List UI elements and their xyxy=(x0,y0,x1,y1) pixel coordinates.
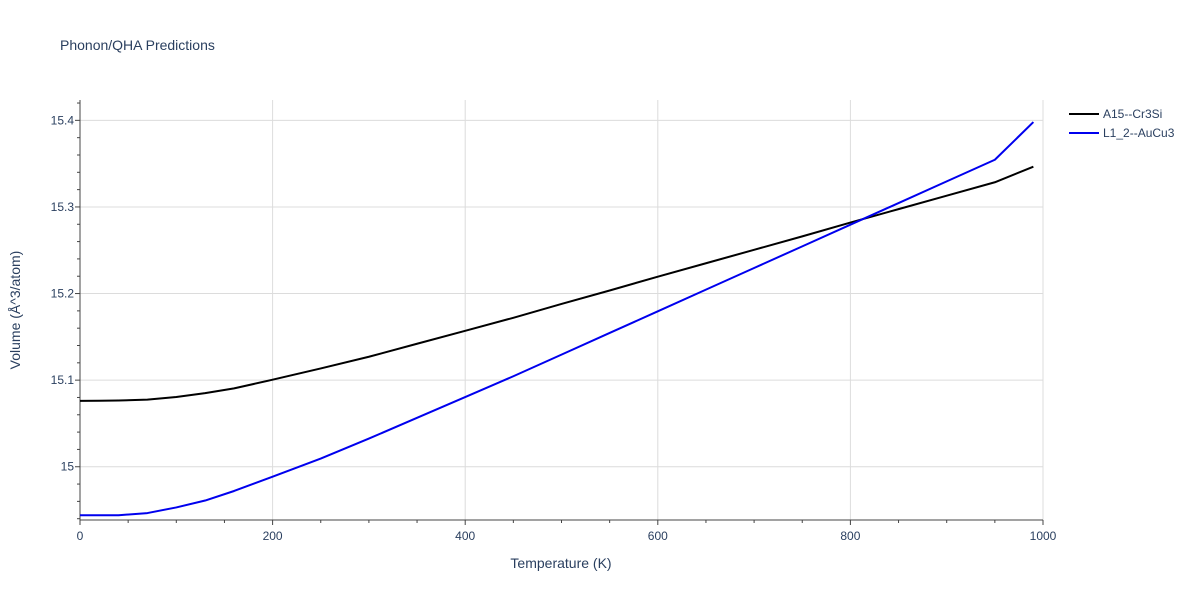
y-tick-label: 15 xyxy=(61,460,75,474)
series-line-1 xyxy=(79,165,1034,402)
series-line-2 xyxy=(80,121,1035,517)
legend-item-1[interactable]: A15--Cr3Si xyxy=(1069,107,1162,121)
grid xyxy=(80,100,1044,520)
x-tick-label: 200 xyxy=(263,529,283,543)
x-tick-label: 0 xyxy=(77,529,84,543)
axes: 0 200 400 600 800 1000 15 15.1 15.2 15.3 15.4 xyxy=(51,100,1057,543)
x-tick-label: 600 xyxy=(648,529,668,543)
chart-title: Phonon/QHA Predictions xyxy=(60,37,215,53)
x-tick-label: 1000 xyxy=(1030,529,1057,543)
legend[interactable]: A15--Cr3Si L1_2--AuCu3 xyxy=(1069,107,1175,140)
y-tick-label: 15.1 xyxy=(51,373,75,387)
y-tick-label: 15.2 xyxy=(51,287,75,301)
legend-label: L1_2--AuCu3 xyxy=(1103,126,1175,140)
legend-item-2[interactable]: L1_2--AuCu3 xyxy=(1069,126,1175,140)
legend-label: A15--Cr3Si xyxy=(1103,107,1162,121)
y-axis-title: Volume (Å^3/atom) xyxy=(7,251,23,370)
series xyxy=(79,121,1035,517)
x-tick-label: 400 xyxy=(455,529,475,543)
y-tick-label: 15.4 xyxy=(51,113,75,127)
x-tick-label: 800 xyxy=(840,529,860,543)
x-axis-title: Temperature (K) xyxy=(510,555,611,571)
y-tick-label: 15.3 xyxy=(51,200,75,214)
